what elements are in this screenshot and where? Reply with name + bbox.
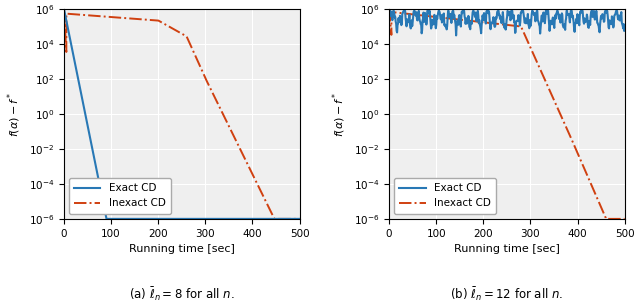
Title: (a) $\bar{\ell}_n = 8$ for all $n$.: (a) $\bar{\ell}_n = 8$ for all $n$. — [129, 285, 235, 303]
Legend: Exact CD, Inexact CD: Exact CD, Inexact CD — [69, 178, 171, 214]
X-axis label: Running time [sec]: Running time [sec] — [454, 244, 560, 254]
Title: (b) $\bar{\ell}_n = 12$ for all $n$.: (b) $\bar{\ell}_n = 12$ for all $n$. — [450, 285, 563, 303]
Legend: Exact CD, Inexact CD: Exact CD, Inexact CD — [394, 178, 496, 214]
Y-axis label: $f(\alpha) - f^*$: $f(\alpha) - f^*$ — [6, 91, 23, 137]
X-axis label: Running time [sec]: Running time [sec] — [129, 244, 235, 254]
Y-axis label: $f(\alpha) - f^*$: $f(\alpha) - f^*$ — [331, 91, 348, 137]
